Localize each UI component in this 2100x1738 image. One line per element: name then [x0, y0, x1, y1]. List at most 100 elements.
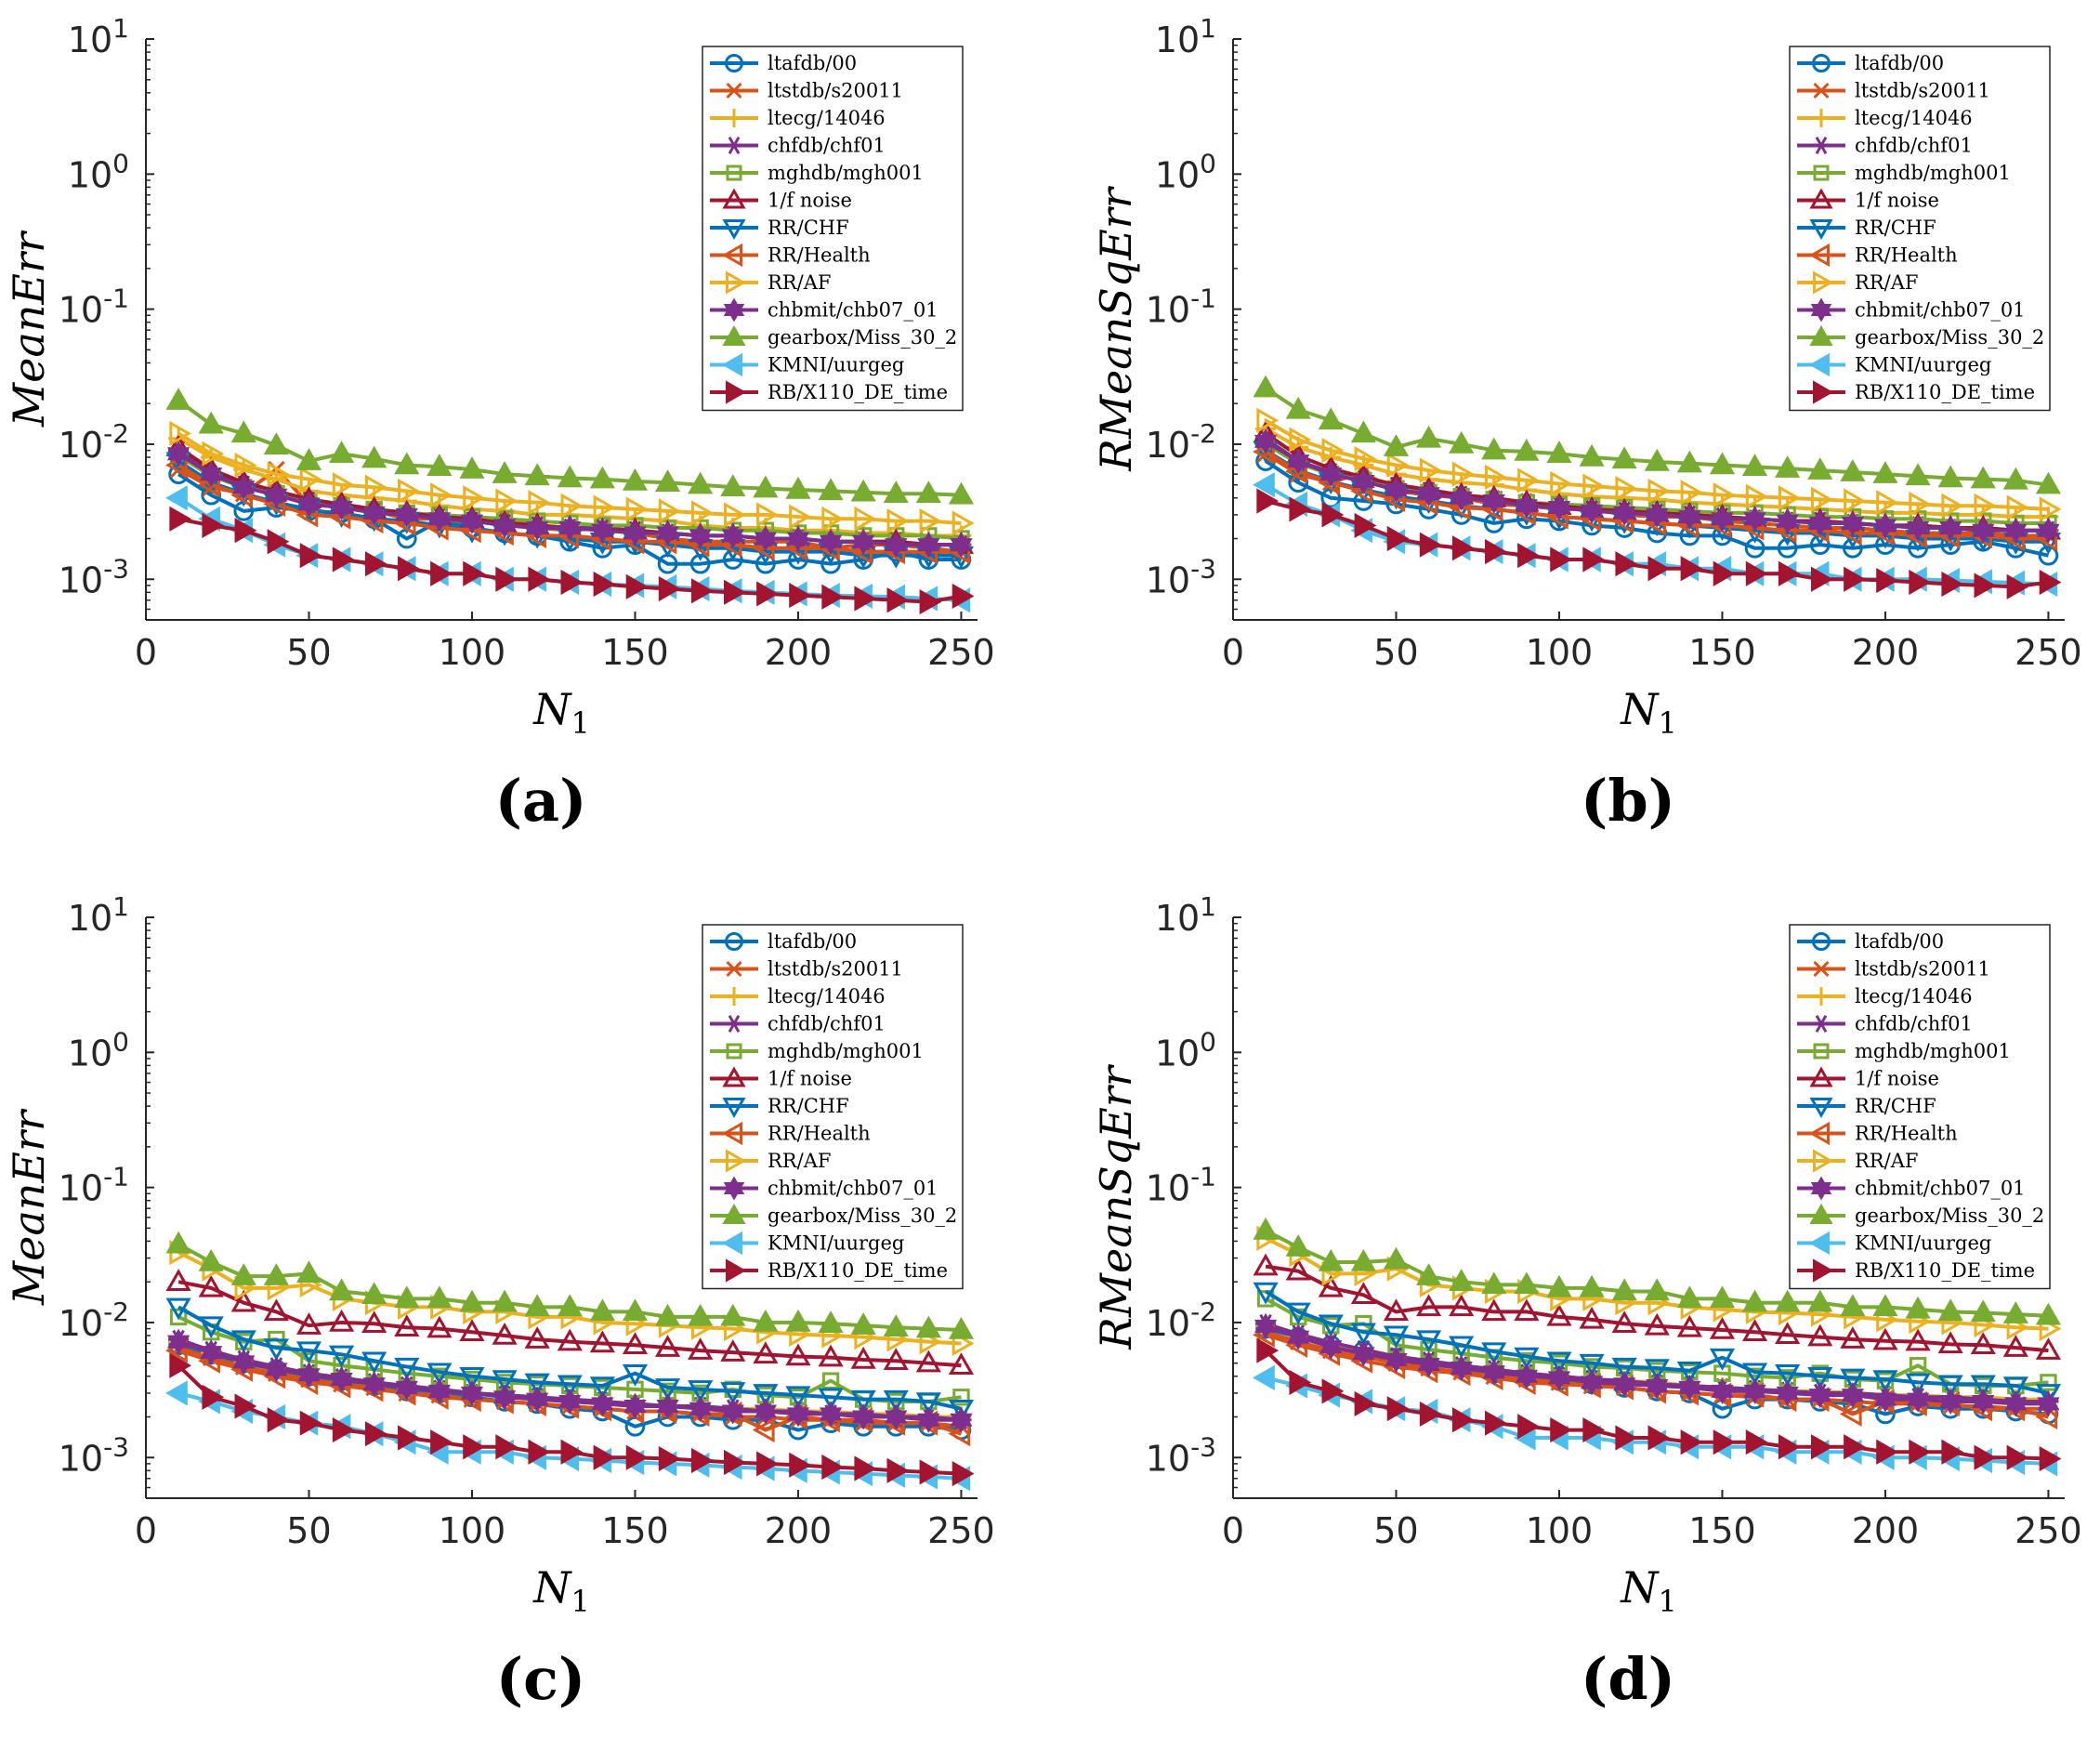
legend-label: 1/f noise [768, 1068, 852, 1090]
data-point-marker [852, 1403, 875, 1430]
data-point-marker [654, 1303, 681, 1326]
y-tick-label: 101 [68, 13, 129, 60]
data-point-marker [1517, 467, 1540, 494]
legend-entry: RR/AF [1797, 270, 1918, 295]
data-point-marker [785, 1386, 811, 1409]
y-tick-label: 10-3 [59, 553, 129, 600]
data-point-marker [1481, 1342, 1507, 1365]
data-point-marker [654, 469, 681, 492]
data-point-marker [1872, 1327, 1898, 1350]
data-point-marker [1809, 188, 1833, 209]
data-point-marker [1482, 488, 1505, 515]
data-point-marker [1417, 481, 1440, 507]
legend-label: RR/Health [1855, 244, 1958, 267]
data-point-marker [721, 243, 742, 268]
x-tick-label: 100 [1526, 1510, 1594, 1551]
data-point-marker [165, 1297, 191, 1321]
legend-entry: ltstdb/s20011 [1797, 80, 1990, 102]
legend-entry: RR/Health [1797, 1121, 1958, 1146]
y-tick-label: 10-2 [59, 418, 129, 466]
data-point-marker [850, 1389, 876, 1413]
data-point-marker [818, 1388, 844, 1411]
data-point-marker [267, 529, 290, 555]
legend-label: gearbox/Miss_30_2 [768, 326, 957, 349]
data-point-marker [1481, 1271, 1507, 1295]
data-point-marker [198, 1316, 224, 1339]
data-point-marker [753, 475, 779, 498]
data-point-marker [200, 461, 223, 488]
data-point-marker [688, 1380, 714, 1402]
data-point-marker [332, 1417, 355, 1443]
legend-label: RR/AF [768, 1150, 831, 1172]
data-point-marker [1416, 1330, 1442, 1353]
data-point-marker [528, 1439, 551, 1465]
legend-label: RR/CHF [1855, 1095, 1936, 1117]
data-point-marker [1289, 427, 1312, 453]
data-point-marker [1713, 482, 1736, 508]
data-point-marker [1676, 1314, 1702, 1337]
x-tick-label: 100 [1526, 632, 1594, 673]
legend-entry: mghdb/mgh001 [710, 1040, 924, 1062]
y-tick-label: 10-2 [1146, 1297, 1216, 1344]
data-point-marker [492, 461, 518, 483]
data-point-marker [557, 1328, 583, 1351]
data-point-marker [2035, 1302, 2062, 1325]
data-point-marker [398, 556, 420, 582]
data-point-marker [1941, 571, 1964, 598]
data-point-marker [950, 1406, 973, 1433]
data-point-marker [1808, 352, 1830, 377]
legend-label: ltafdb/00 [1855, 930, 1944, 953]
chart-panel: 0 50 100 150 200 250 10-3 10-2 10-1 100 101 N1 MeanE… [4, 13, 995, 741]
data-point-marker [330, 494, 353, 521]
legend-entry: chbmit/chb07_01 [710, 1176, 938, 1201]
data-point-marker [1709, 452, 1736, 475]
data-point-marker [623, 520, 647, 546]
data-point-marker [688, 1337, 714, 1360]
data-point-marker [1646, 1373, 1669, 1400]
data-point-marker [950, 532, 973, 559]
x-tick-label: 50 [286, 1510, 331, 1551]
data-point-marker [1709, 1348, 1736, 1371]
data-point-marker [1350, 420, 1376, 443]
data-point-marker [1775, 1289, 1801, 1312]
legend-label: mghdb/mgh001 [768, 162, 924, 184]
series-line [177, 1305, 962, 1411]
data-point-marker [1485, 1410, 1507, 1436]
data-point-marker [1813, 165, 1830, 181]
legend-entry: ltstdb/s20011 [710, 80, 903, 102]
data-point-marker [1841, 1382, 1864, 1409]
legend-label: RR/AF [1855, 1150, 1918, 1172]
legend-entry: RR/CHF [1797, 1095, 1936, 1119]
data-point-marker [1872, 1370, 1898, 1393]
data-point-marker [854, 586, 877, 612]
data-point-marker [753, 1384, 779, 1406]
data-point-marker [1514, 1271, 1540, 1295]
data-point-marker [1647, 478, 1671, 504]
data-point-marker [756, 1451, 779, 1477]
y-tick-label: 100 [1155, 1026, 1216, 1073]
data-point-marker [1449, 1336, 1475, 1359]
data-point-marker [524, 1373, 550, 1396]
data-point-marker [1974, 493, 1997, 519]
data-point-marker [725, 109, 743, 127]
x-tick-label: 250 [2015, 632, 2082, 673]
data-point-marker [165, 388, 191, 410]
legend-label: RR/CHF [1855, 217, 1936, 239]
data-point-marker [818, 1344, 844, 1367]
data-point-marker [1613, 1371, 1636, 1398]
data-point-marker [726, 165, 742, 181]
data-point-marker [2006, 1444, 2029, 1470]
data-point-marker [1611, 1357, 1637, 1380]
data-point-marker [1713, 560, 1736, 586]
panel-label-d: (d) [1580, 1645, 1676, 1713]
data-point-marker [1807, 1289, 1833, 1312]
y-tick-label: 101 [1155, 13, 1216, 60]
chart-panel: 0 50 100 150 200 250 10-3 10-2 10-1 100 101 N1 RMean… [1091, 891, 2082, 1619]
data-point-marker [495, 566, 518, 592]
data-point-marker [1644, 1359, 1670, 1381]
data-point-marker [263, 1298, 289, 1322]
data-point-marker [1253, 1282, 1279, 1305]
data-point-marker [492, 1384, 517, 1411]
data-point-marker [625, 573, 649, 599]
data-point-marker [2006, 494, 2029, 520]
